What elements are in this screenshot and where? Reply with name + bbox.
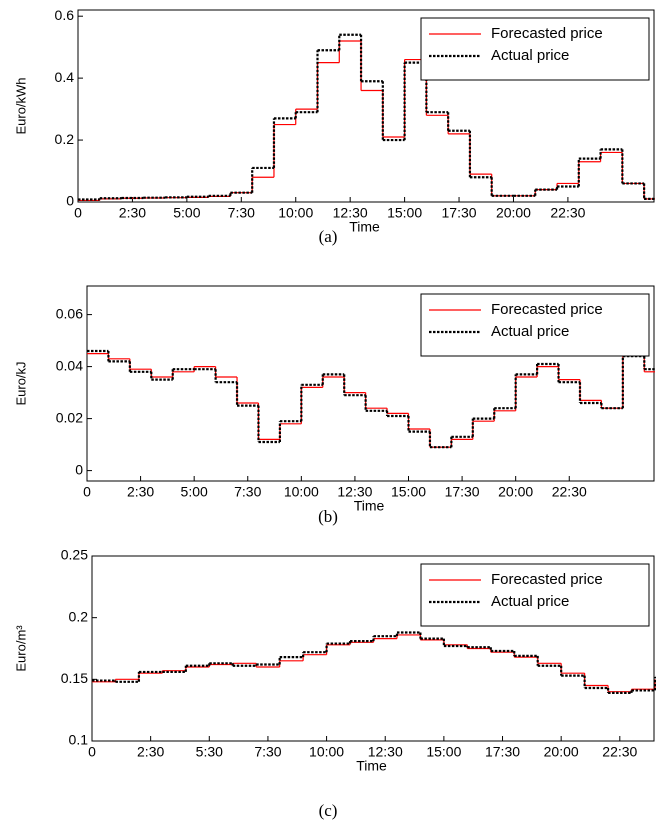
y-tick-label: 0.02 — [56, 409, 83, 425]
x-tick-label: 12:30 — [337, 484, 372, 500]
x-axis-label: Time — [354, 498, 385, 514]
legend-label: Forecasted price — [491, 25, 603, 42]
x-tick-label: 7:30 — [234, 484, 261, 500]
y-axis-label: Euro/kWh — [13, 77, 28, 134]
y-tick-label: 0.04 — [56, 357, 83, 373]
x-tick-label: 15:00 — [426, 744, 461, 760]
x-tick-label: 20:00 — [496, 205, 531, 221]
x-tick-label: 0 — [83, 484, 91, 500]
x-axis-label: Time — [349, 219, 380, 235]
y-tick-label: 0.06 — [56, 305, 83, 321]
y-tick-label: 0.2 — [69, 608, 89, 624]
panel: 0 2:30 5:30 7:30 10:00 12:30 15:00 17:30 20:00 22… — [13, 547, 656, 820]
x-tick-label: 20:00 — [498, 484, 533, 500]
x-tick-label: 12:30 — [368, 744, 403, 760]
y-tick-label: 0.2 — [55, 131, 75, 147]
x-tick-label: 15:00 — [387, 205, 422, 221]
caption: (c) — [319, 801, 338, 820]
x-tick-label: 2:30 — [137, 744, 164, 760]
x-tick-label: 0 — [88, 744, 96, 760]
panel: 0 2:30 5:00 7:30 10:00 12:30 15:00 17:30 20:00 22… — [13, 7, 655, 246]
x-tick-label: 22:30 — [550, 205, 585, 221]
legend-label: Forecasted price — [491, 301, 603, 318]
legend-box — [420, 563, 650, 627]
x-tick-label: 2:30 — [119, 205, 146, 221]
legend-label: Actual price — [491, 593, 569, 610]
legend-box — [420, 17, 650, 81]
x-tick-label: 2:30 — [127, 484, 154, 500]
x-tick-label: 10:00 — [309, 744, 344, 760]
x-tick-label: 12:30 — [333, 205, 368, 221]
x-tick-label: 22:30 — [552, 484, 587, 500]
x-tick-label: 20:00 — [544, 744, 579, 760]
x-tick-label: 5:30 — [196, 744, 223, 760]
x-tick-label: 17:30 — [445, 484, 480, 500]
x-tick-label: 22:30 — [602, 744, 637, 760]
y-tick-label: 0.15 — [61, 670, 88, 686]
panel: 0 2:30 5:00 7:30 10:00 12:30 15:00 17:30 20:00 22… — [13, 285, 655, 526]
x-tick-label: 17:30 — [442, 205, 477, 221]
x-tick-label: 7:30 — [228, 205, 255, 221]
legend-box — [420, 293, 650, 357]
x-tick-label: 5:00 — [181, 484, 208, 500]
x-axis-label: Time — [356, 758, 387, 774]
legend-label: Actual price — [491, 323, 569, 340]
x-tick-label: 10:00 — [278, 205, 313, 221]
x-tick-label: 10:00 — [284, 484, 319, 500]
legend-label: Forecasted price — [491, 571, 603, 588]
y-tick-label: 0.1 — [69, 732, 89, 748]
caption: (a) — [319, 227, 338, 246]
y-tick-label: 0.4 — [55, 69, 75, 85]
y-tick-label: 0.25 — [61, 547, 88, 563]
y-axis-label: Euro/m³ — [13, 625, 28, 672]
y-tick-label: 0 — [75, 461, 83, 477]
legend-label: Actual price — [491, 47, 569, 64]
caption: (b) — [318, 507, 338, 526]
x-tick-label: 7:30 — [254, 744, 281, 760]
x-tick-label: 15:00 — [391, 484, 426, 500]
y-tick-label: 0 — [66, 193, 74, 209]
x-tick-label: 17:30 — [485, 744, 520, 760]
y-tick-label: 0.6 — [55, 7, 75, 23]
x-tick-label: 5:00 — [173, 205, 200, 221]
y-axis-label: Euro/kJ — [13, 361, 28, 405]
x-tick-label: 0 — [74, 205, 82, 221]
